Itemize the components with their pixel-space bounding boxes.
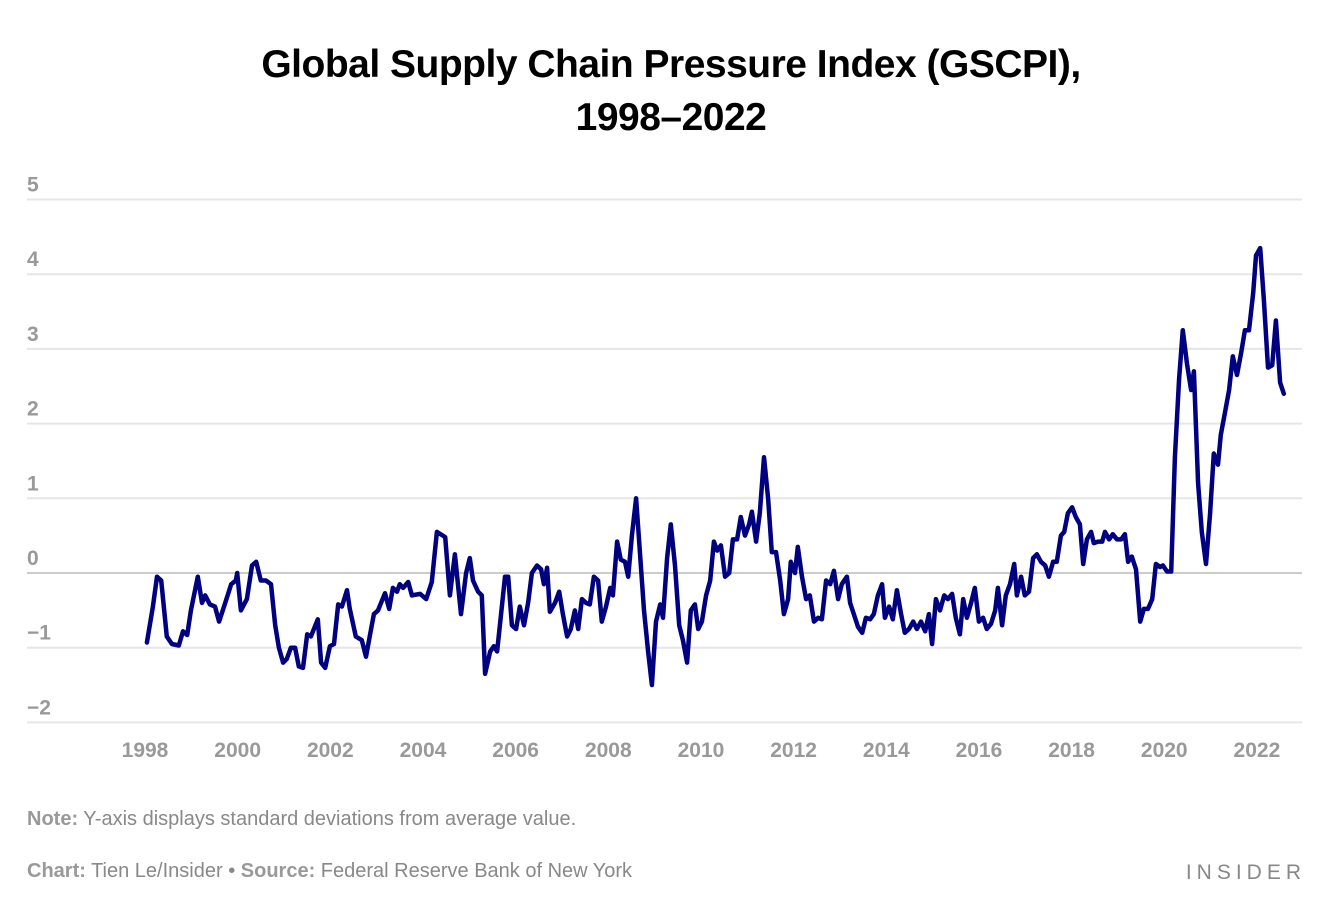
x-tick-label: 2022 bbox=[1234, 739, 1281, 762]
chart-title-line2: 1998–2022 bbox=[575, 96, 767, 139]
chart-footer: Chart: Tien Le/Insider • Source: Federal… bbox=[27, 860, 632, 883]
x-tick-label: 2004 bbox=[400, 739, 447, 762]
gridlines bbox=[27, 198, 1302, 724]
x-tick-label: 2006 bbox=[492, 739, 539, 762]
chart-title-line1: Global Supply Chain Pressure Index (GSCP… bbox=[261, 43, 1081, 86]
chart-title: Global Supply Chain Pressure Index (GSCP… bbox=[0, 38, 1342, 144]
x-tick-label: 2010 bbox=[678, 739, 725, 762]
y-tick-label: 1 bbox=[27, 472, 39, 495]
chart-credit-text: Tien Le/Insider • bbox=[85, 860, 241, 882]
x-axis-ticks: 1998 2000 2002 2004 2006 2008 2010 2012 2014 2016… bbox=[122, 739, 1281, 762]
x-tick-label: 2008 bbox=[585, 739, 632, 762]
y-tick-label: −2 bbox=[27, 696, 51, 719]
y-tick-label: 3 bbox=[27, 323, 39, 346]
y-axis-ticks: 5 4 3 2 1 0 −1 −2 bbox=[27, 174, 51, 720]
x-tick-label: 2002 bbox=[307, 739, 354, 762]
x-tick-label: 2012 bbox=[770, 739, 817, 762]
y-tick-label: 2 bbox=[27, 398, 39, 421]
y-tick-label: 5 bbox=[27, 174, 39, 197]
note-label: Note: bbox=[27, 808, 79, 830]
x-tick-label: 2000 bbox=[214, 739, 261, 762]
y-tick-label: 4 bbox=[27, 248, 39, 271]
x-tick-label: 2020 bbox=[1141, 739, 1188, 762]
x-tick-label: 2014 bbox=[863, 739, 910, 762]
insider-logo: INSIDER bbox=[1185, 861, 1306, 884]
x-tick-label: 1998 bbox=[122, 739, 169, 762]
chart-note: Note: Y-axis displays standard deviation… bbox=[27, 808, 576, 831]
y-tick-label: −1 bbox=[27, 622, 51, 645]
x-tick-label: 2016 bbox=[956, 739, 1003, 762]
gscpi-series-line bbox=[144, 245, 1287, 688]
source-label: Source: bbox=[240, 860, 316, 882]
note-text: Y-axis displays standard deviations from… bbox=[78, 808, 577, 830]
source-text: Federal Reserve Bank of New York bbox=[315, 860, 633, 882]
y-tick-label: 0 bbox=[27, 547, 39, 570]
chart-credit-label: Chart: bbox=[27, 860, 86, 882]
x-tick-label: 2018 bbox=[1048, 739, 1095, 762]
